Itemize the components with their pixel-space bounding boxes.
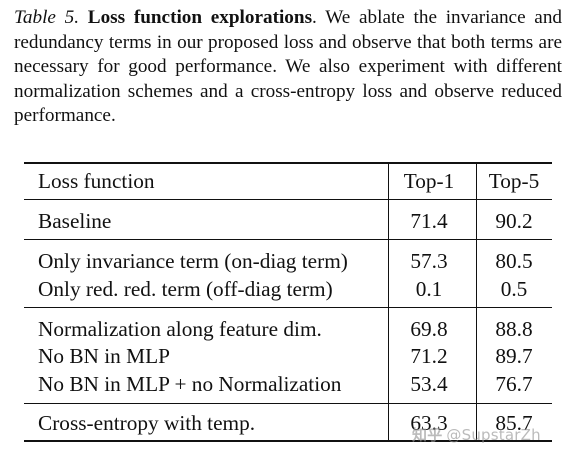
- table-top-rule: [24, 162, 552, 164]
- row-top5: 88.8: [495, 317, 533, 341]
- row-top1: 53.4: [410, 372, 448, 396]
- column-separator: [476, 162, 477, 442]
- caption-body: . We ablate the invariance and redundanc…: [14, 7, 563, 127]
- header-rule: [24, 199, 552, 200]
- row-name: Baseline: [38, 209, 112, 233]
- row-top5: 76.7: [495, 372, 533, 396]
- row-name: No BN in MLP: [38, 344, 170, 368]
- row-top5: 80.5: [495, 249, 533, 273]
- caption-title: Loss function explorations: [87, 7, 313, 28]
- row-top5: 89.7: [495, 344, 533, 368]
- column-separator: [388, 162, 389, 442]
- caption-label: Table 5.: [14, 7, 80, 28]
- row-name: No BN in MLP + no Normalization: [38, 372, 342, 396]
- row-top5: 90.2: [495, 209, 533, 233]
- row-top1: 71.4: [410, 209, 448, 233]
- table-caption: Table 5. Loss function explorations. We …: [14, 6, 562, 129]
- row-name: Cross-entropy with temp.: [38, 411, 256, 435]
- row-top1: 0.1: [415, 277, 443, 301]
- header-loss-function: Loss function: [38, 169, 155, 193]
- header-top5: Top-5: [488, 169, 540, 193]
- row-name: Normalization along feature dim.: [38, 317, 322, 341]
- row-top1: 57.3: [410, 249, 448, 273]
- header-top1: Top-1: [403, 169, 455, 193]
- row-top5: 85.7: [495, 411, 533, 435]
- watermark-text: @SupstarZh: [446, 426, 541, 444]
- row-top1: 71.2: [410, 344, 448, 368]
- row-top1: 69.8: [410, 317, 448, 341]
- row-top5: 0.5: [500, 277, 528, 301]
- row-name: Only invariance term (on-diag term): [38, 249, 348, 273]
- watermark: 知乎 @SupstarZh: [412, 424, 541, 445]
- table-bottom-rule: [24, 440, 552, 442]
- watermark-logo: 知乎: [412, 426, 443, 444]
- row-name: Only red. red. term (off-diag term): [38, 277, 333, 301]
- group-rule: [24, 239, 552, 240]
- group-rule: [24, 307, 552, 308]
- row-top1: 63.3: [410, 411, 448, 435]
- group-rule: [24, 403, 552, 404]
